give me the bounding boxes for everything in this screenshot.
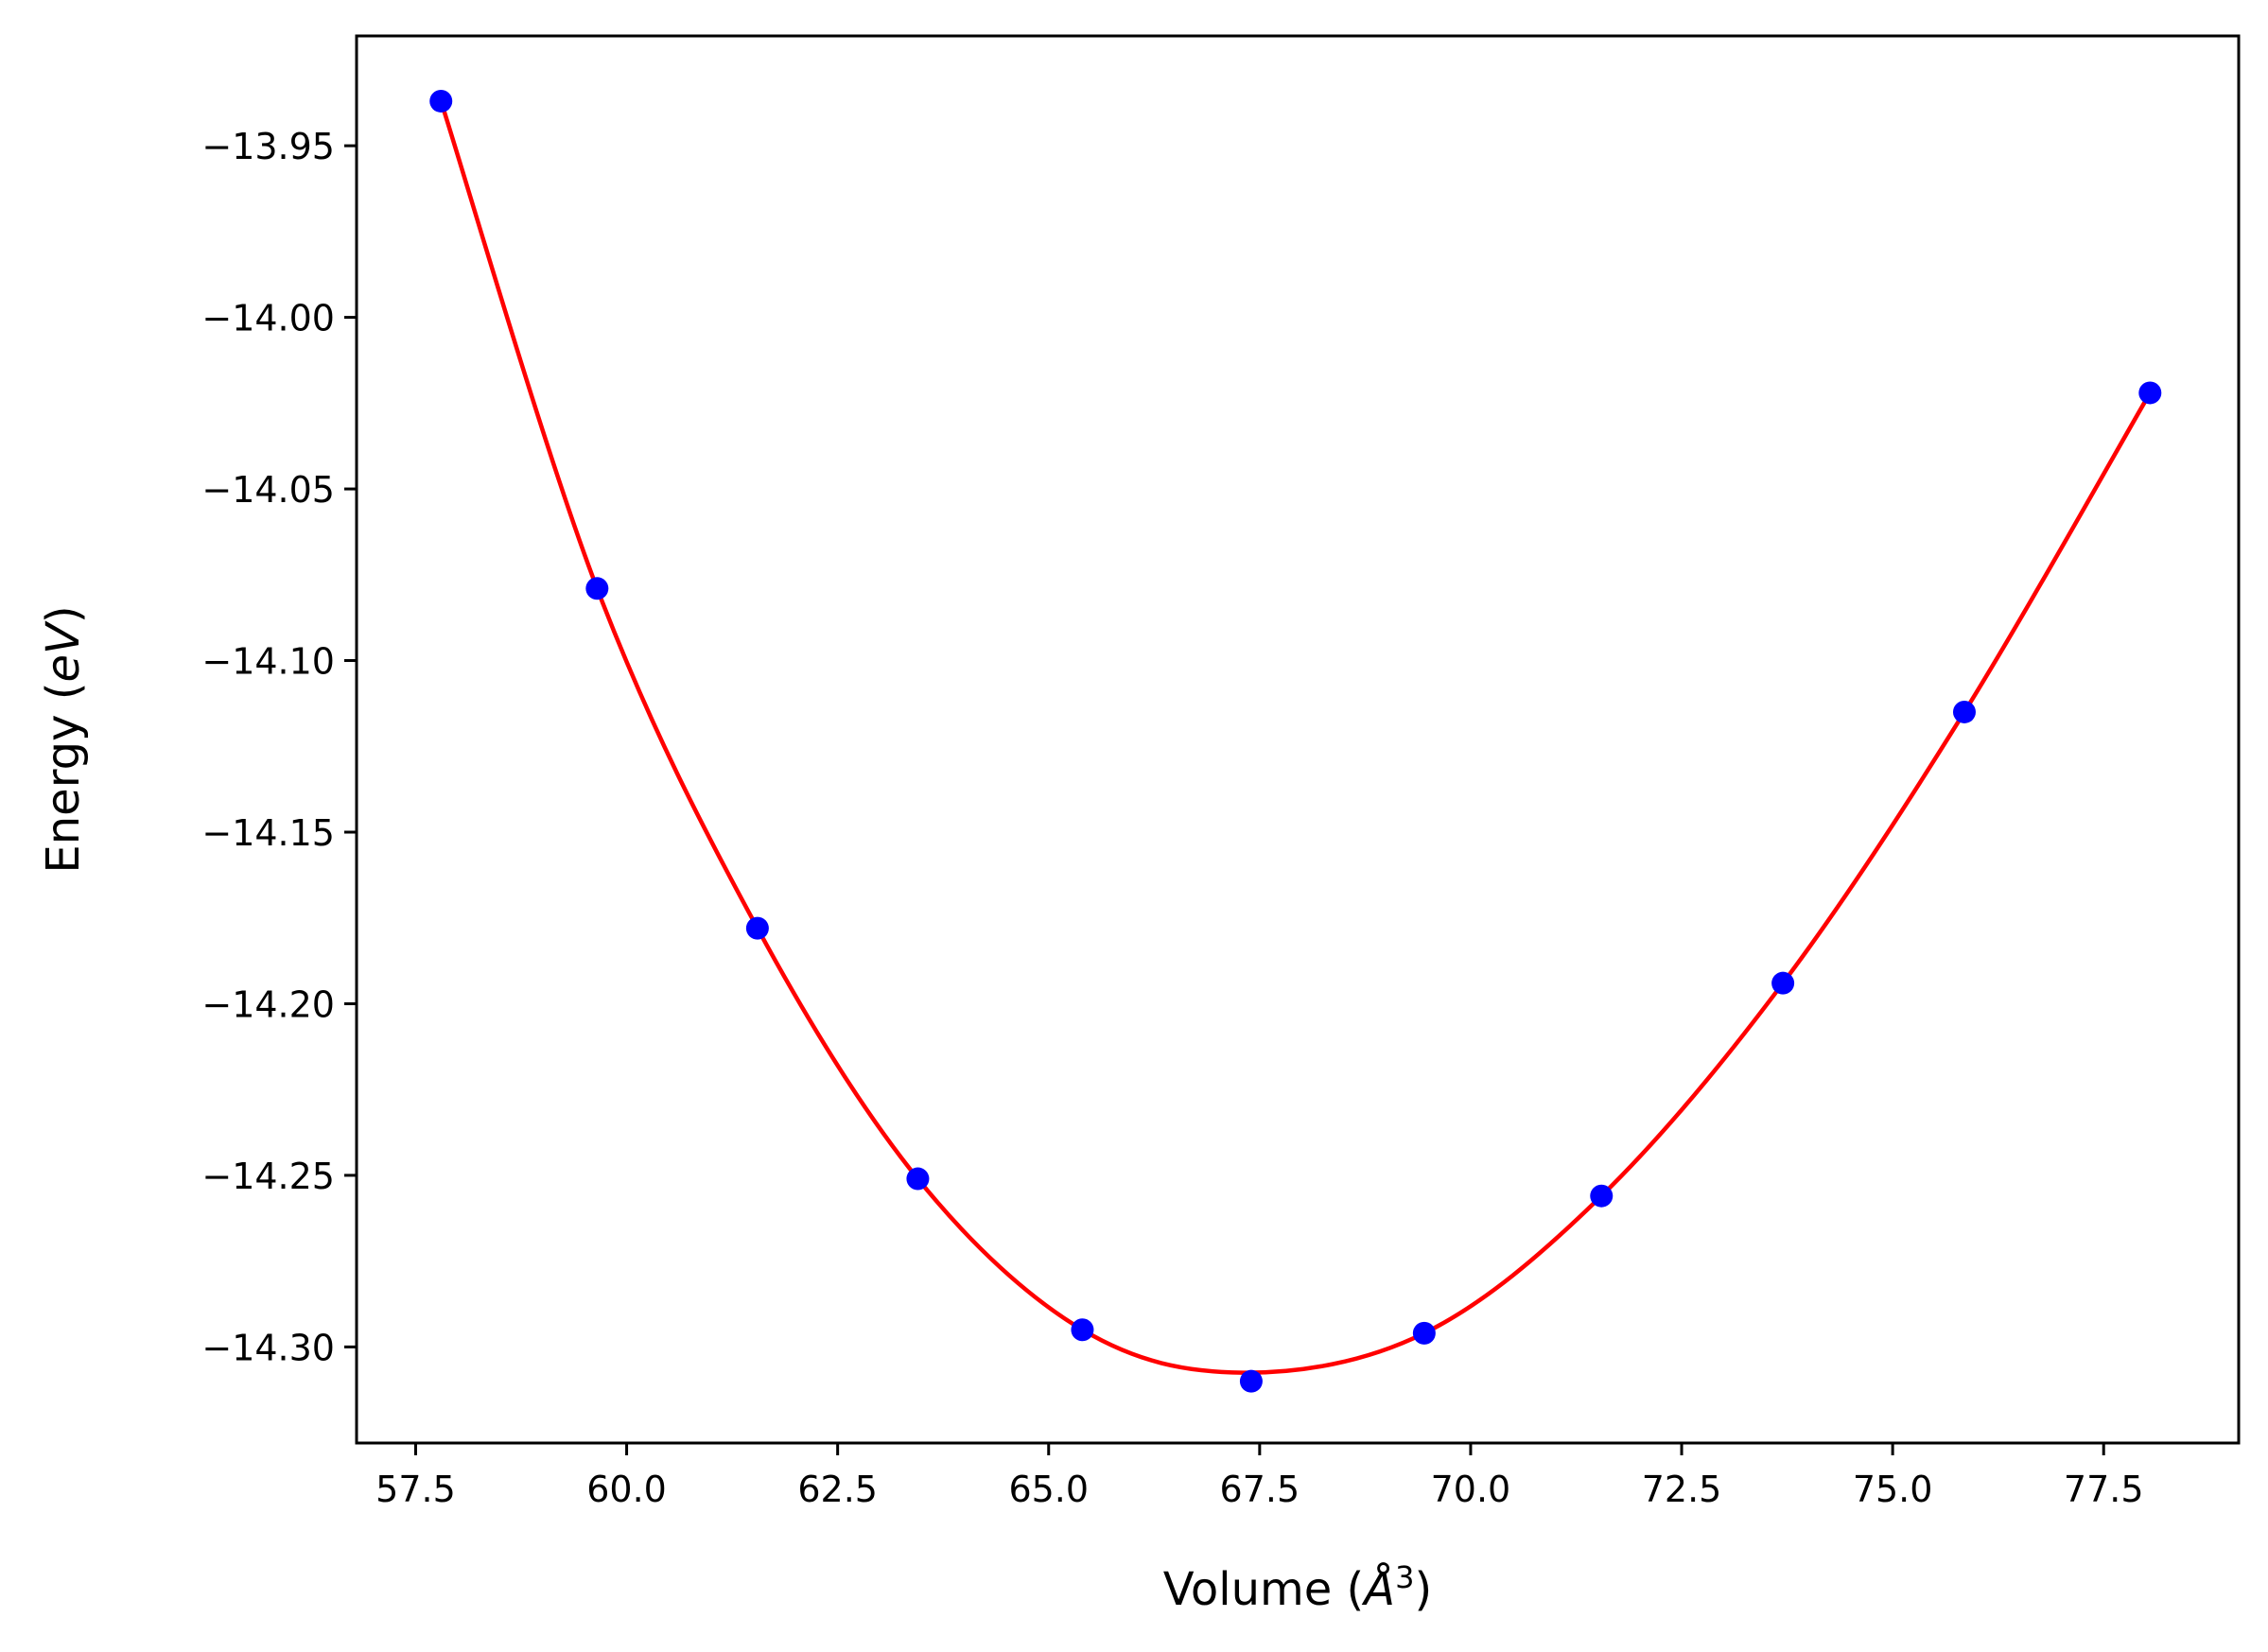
data-point	[1071, 1318, 1094, 1342]
data-point	[1239, 1369, 1263, 1393]
fit-curve-layer	[438, 98, 2153, 1375]
data-point	[1771, 971, 1795, 995]
x-axis-unit-exponent: 3	[1395, 1559, 1414, 1595]
y-axis-ticks: −13.95 −14.00 −14.05 −14.10 −14.15 −14.20 −14.…	[201, 126, 357, 1368]
x-tick-label: 77.5	[2064, 1469, 2144, 1510]
x-tick-label: 57.5	[375, 1469, 456, 1510]
data-point	[745, 916, 769, 940]
y-tick-label: −14.00	[201, 298, 335, 339]
y-tick-label: −14.20	[201, 983, 335, 1025]
y-tick-label: −14.30	[201, 1327, 335, 1368]
y-tick-label: −14.05	[201, 469, 335, 511]
x-tick-label: 62.5	[797, 1469, 878, 1510]
data-point	[2138, 381, 2162, 405]
y-axis-label: Energy (eV)	[37, 605, 90, 873]
x-axis-ticks: 57.5 60.0 62.5 65.0 67.5 70.0 72.5 75.0 77.5	[375, 1443, 2144, 1510]
x-axis-unit: Å	[1361, 1562, 1395, 1616]
data-points-layer	[429, 89, 2162, 1393]
x-axis-label: Volume (Å3)	[1163, 1559, 1432, 1616]
x-tick-label: 65.0	[1008, 1469, 1089, 1510]
data-point	[906, 1167, 930, 1191]
y-axis-unit: eV	[37, 620, 90, 683]
y-tick-label: −14.15	[201, 812, 335, 854]
y-tick-label: −14.25	[201, 1156, 335, 1197]
data-point	[1590, 1184, 1614, 1208]
x-tick-label: 75.0	[1853, 1469, 1933, 1510]
x-tick-label: 70.0	[1431, 1469, 1511, 1510]
x-tick-label: 60.0	[586, 1469, 667, 1510]
y-tick-label: −14.10	[201, 641, 335, 683]
y-tick-label: −13.95	[201, 126, 335, 167]
plot-frame	[355, 34, 2241, 1445]
x-tick-label: 72.5	[1642, 1469, 1722, 1510]
fit-curve-line	[438, 98, 2153, 1375]
data-point	[429, 89, 453, 113]
data-point	[585, 577, 609, 600]
data-point	[1952, 700, 1976, 723]
x-tick-label: 67.5	[1220, 1469, 1300, 1510]
data-point	[1412, 1321, 1436, 1345]
